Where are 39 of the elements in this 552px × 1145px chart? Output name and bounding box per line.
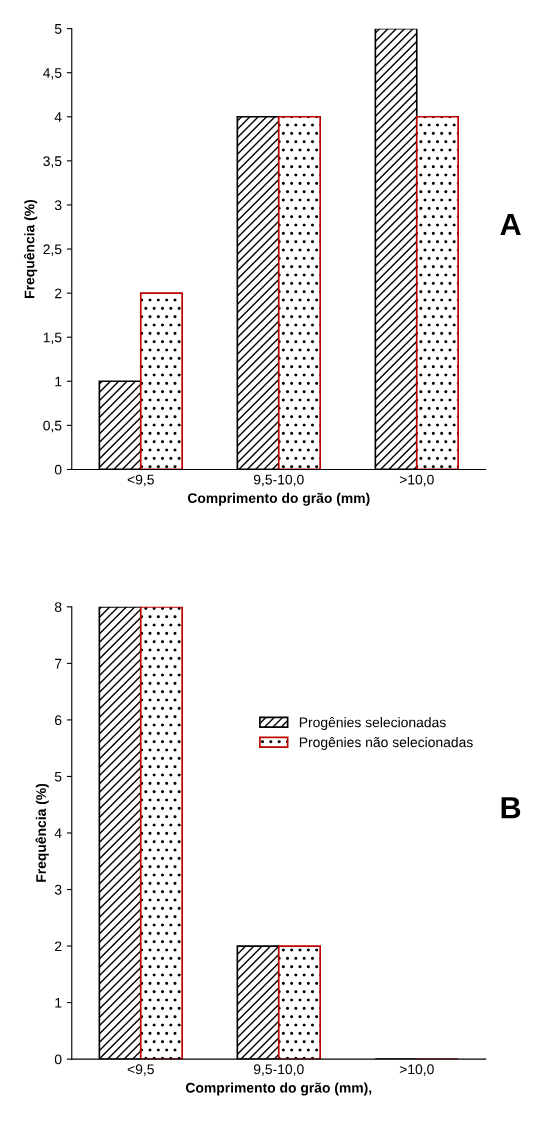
y-tick-label: 3: [54, 884, 62, 895]
x-tick-label: <9,5: [127, 474, 154, 487]
bar: [139, 606, 183, 1060]
x-tick-label: 9,5-10,0: [253, 1064, 304, 1076]
bar: [139, 292, 183, 470]
x-axis-title: Comprimento do grão (mm): [187, 492, 370, 506]
y-tick-label: 8: [54, 602, 62, 613]
y-tick-label: 5: [54, 24, 62, 34]
x-tick-label: >10,0: [399, 474, 434, 487]
y-tick-label: 4,5: [43, 68, 62, 80]
y-tick-label: 2,5: [43, 244, 62, 256]
y-tick-label: 7: [55, 658, 62, 669]
y-tick-label: 3: [54, 200, 62, 211]
y-axis-title: Frequência (%): [23, 199, 38, 298]
y-tick-label: 0: [54, 464, 62, 475]
y-tick-label: 1: [55, 376, 62, 387]
y-tick-label: 6: [55, 715, 62, 726]
bar: [415, 115, 459, 470]
y-tick-label: 5: [54, 771, 62, 782]
y-tick-label: 0,5: [43, 420, 62, 433]
y-axis-title: Frequência (%): [35, 783, 49, 882]
y-tick-label: 1: [55, 998, 62, 1008]
x-tick-label: >10,0: [399, 1064, 434, 1076]
x-axis-title: Comprimento do grão (mm),: [185, 1082, 372, 1096]
y-tick-label: 2: [55, 941, 62, 952]
y-tick-label: 0: [54, 1054, 62, 1065]
text: B: [501, 797, 521, 819]
y-tick-label: 4: [54, 112, 62, 122]
x-tick-label: 9,5-10,0: [253, 474, 304, 487]
bar: [277, 115, 321, 470]
legend-label: Progênies não selecionadas: [299, 736, 473, 750]
bar: [277, 945, 321, 1060]
text: A: [500, 213, 521, 235]
legend-label: Progênies selecionadas: [299, 717, 446, 731]
y-tick-label: 1,5: [43, 332, 62, 345]
y-tick-label: 2: [55, 288, 62, 299]
y-tick-label: 4: [54, 828, 62, 839]
x-tick-label: <9,5: [127, 1064, 154, 1076]
y-tick-label: 3,5: [43, 156, 62, 168]
